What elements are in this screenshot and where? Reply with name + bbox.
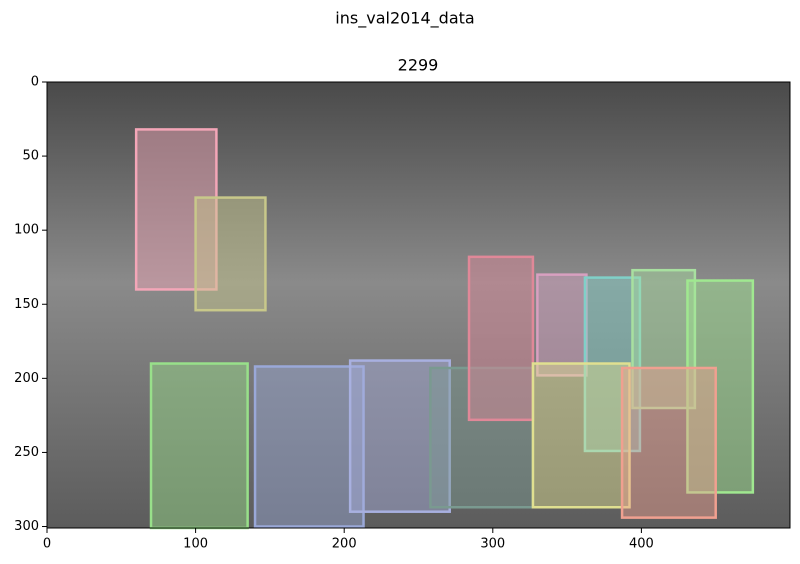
bounding-box xyxy=(194,196,267,312)
x-tick-label: 100 xyxy=(183,537,208,552)
suptitle: ins_val2014_data xyxy=(335,9,474,29)
y-tick-label: 150 xyxy=(14,297,39,312)
y-tick-label: 50 xyxy=(22,149,39,164)
bounding-box xyxy=(134,128,218,291)
y-tick-label: 250 xyxy=(14,445,39,460)
bounding-box xyxy=(467,255,535,422)
bounding-box xyxy=(631,268,697,410)
bounding-box xyxy=(531,362,631,509)
y-tick-label: 0 xyxy=(31,75,39,90)
bounding-box xyxy=(149,362,249,530)
photo-placeholder xyxy=(47,82,790,528)
bounding-box xyxy=(536,273,588,377)
bounding-box xyxy=(348,359,451,513)
x-tick-label: 300 xyxy=(480,537,505,552)
bounding-box xyxy=(686,279,755,494)
bounding-box xyxy=(429,366,535,509)
x-tick-label: 400 xyxy=(629,537,654,552)
x-tick-label: 200 xyxy=(332,537,357,552)
bounding-box xyxy=(620,366,717,519)
y-tick-label: 300 xyxy=(14,519,39,534)
x-tick-label: 0 xyxy=(43,537,51,552)
y-tick-label: 100 xyxy=(14,223,39,238)
axes-title: 2299 xyxy=(398,56,439,75)
axes-frame xyxy=(46,81,791,529)
bounding-box xyxy=(253,365,365,528)
y-tick-label: 200 xyxy=(14,371,39,386)
